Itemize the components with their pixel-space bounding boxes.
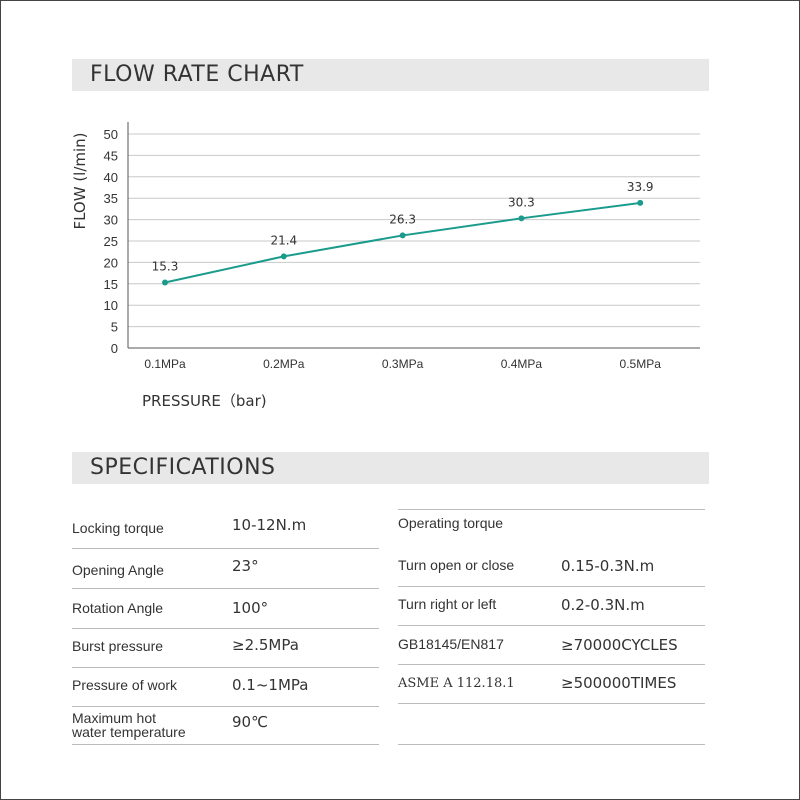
- spec-value: 90℃: [232, 713, 268, 731]
- x-tick-label: 0.2MPa: [263, 357, 305, 371]
- spec-label: Locking torque: [72, 520, 164, 536]
- specifications-header: SPECIFICATIONS: [72, 452, 709, 484]
- y-tick-label: 35: [104, 191, 118, 206]
- data-point: [637, 199, 644, 206]
- data-point: [518, 215, 525, 222]
- x-tick-label: 0.4MPa: [501, 357, 543, 371]
- y-axis-label: FLOW (l/min): [71, 132, 89, 230]
- spec-value: 0.15-0.3N.m: [561, 557, 655, 575]
- spec-row-turn-right-left: Turn right or left 0.2-0.3N.m: [398, 587, 705, 626]
- spec-row-gb18145-en817: GB18145/EN817 ≥70000CYCLES: [398, 626, 705, 665]
- spec-row-locking-torque: Locking torque 10-12N.m: [72, 509, 379, 549]
- spec-value: 100°: [232, 599, 269, 617]
- spec-label: Maximum hot: [72, 710, 157, 726]
- data-label: 30.3: [508, 195, 535, 209]
- y-tick-label: 50: [104, 127, 118, 142]
- x-tick-label: 0.3MPa: [382, 357, 424, 371]
- specifications-title: SPECIFICATIONS: [90, 455, 276, 480]
- spec-label: Pressure of work: [72, 677, 178, 693]
- spec-row-max-hot-water-temperature: Maximum hot water temperature 90℃: [72, 706, 379, 745]
- y-tick-label: 30: [104, 213, 118, 228]
- spec-label: Turn right or left: [398, 596, 497, 612]
- spec-row-burst-pressure: Burst pressure ≥2.5MPa: [72, 628, 379, 668]
- y-tick-label: 40: [104, 170, 118, 185]
- spec-value: ≥2.5MPa: [232, 636, 299, 654]
- spec-row-rotation-angle: Rotation Angle 100°: [72, 589, 379, 629]
- spec-row-operating-torque-header: Operating torque: [398, 510, 705, 544]
- spec-label: GB18145/EN817: [398, 636, 504, 652]
- spec-value: 23°: [232, 557, 259, 575]
- flow-rate-chart: 0 5 10 15 20 25 30 35 40 45 50 0.1MPa 0.2MPa 0.3MPa 0.…: [104, 122, 700, 371]
- spec-value: ≥70000CYCLES: [561, 636, 678, 654]
- spec-row-empty: [398, 704, 705, 745]
- flow-chart-title: FLOW RATE CHART: [90, 62, 304, 87]
- spec-row-opening-angle: Opening Angle 23°: [72, 549, 379, 589]
- x-axis-label: PRESSURE（bar): [142, 392, 267, 410]
- spec-row-turn-open-close: Turn open or close 0.15-0.3N.m: [398, 545, 705, 587]
- y-tick-label: 25: [104, 234, 118, 249]
- spec-label: Opening Angle: [72, 562, 164, 578]
- x-tick-label: 0.5MPa: [620, 357, 662, 371]
- y-tick-label: 0: [111, 341, 118, 356]
- y-tick-label: 10: [104, 298, 118, 313]
- spec-value: ≥500000TIMES: [561, 674, 677, 692]
- spec-value: 10-12N.m: [232, 516, 307, 534]
- divider: [398, 509, 705, 510]
- spec-label-line2: water temperature: [72, 724, 186, 740]
- spec-value: 0.1~1MPa: [232, 676, 309, 694]
- data-point: [280, 253, 287, 260]
- spec-label: Burst pressure: [72, 638, 164, 654]
- y-tick-label: 15: [104, 277, 118, 292]
- flow-chart-header: FLOW RATE CHART: [72, 59, 709, 91]
- spec-label: Rotation Angle: [72, 600, 164, 616]
- y-tick-label: 45: [104, 148, 118, 163]
- data-point: [399, 232, 406, 239]
- spec-label: ASME A 112.18.1: [398, 676, 515, 691]
- data-label: 15.3: [152, 260, 179, 274]
- spec-row-asme: ASME A 112.18.1 ≥500000TIMES: [398, 665, 705, 704]
- y-tick-label: 5: [111, 320, 118, 335]
- data-label: 33.9: [627, 180, 654, 194]
- spec-row-pressure-of-work: Pressure of work 0.1~1MPa: [72, 667, 379, 707]
- data-point: [162, 279, 168, 286]
- x-tick-label: 0.1MPa: [144, 357, 186, 371]
- data-label: 21.4: [270, 233, 297, 247]
- spec-label: Operating torque: [398, 515, 504, 531]
- y-tick-label: 20: [104, 255, 118, 270]
- spec-value: 0.2-0.3N.m: [561, 596, 645, 614]
- spec-label: Turn open or close: [398, 557, 515, 573]
- data-label: 26.3: [389, 212, 416, 226]
